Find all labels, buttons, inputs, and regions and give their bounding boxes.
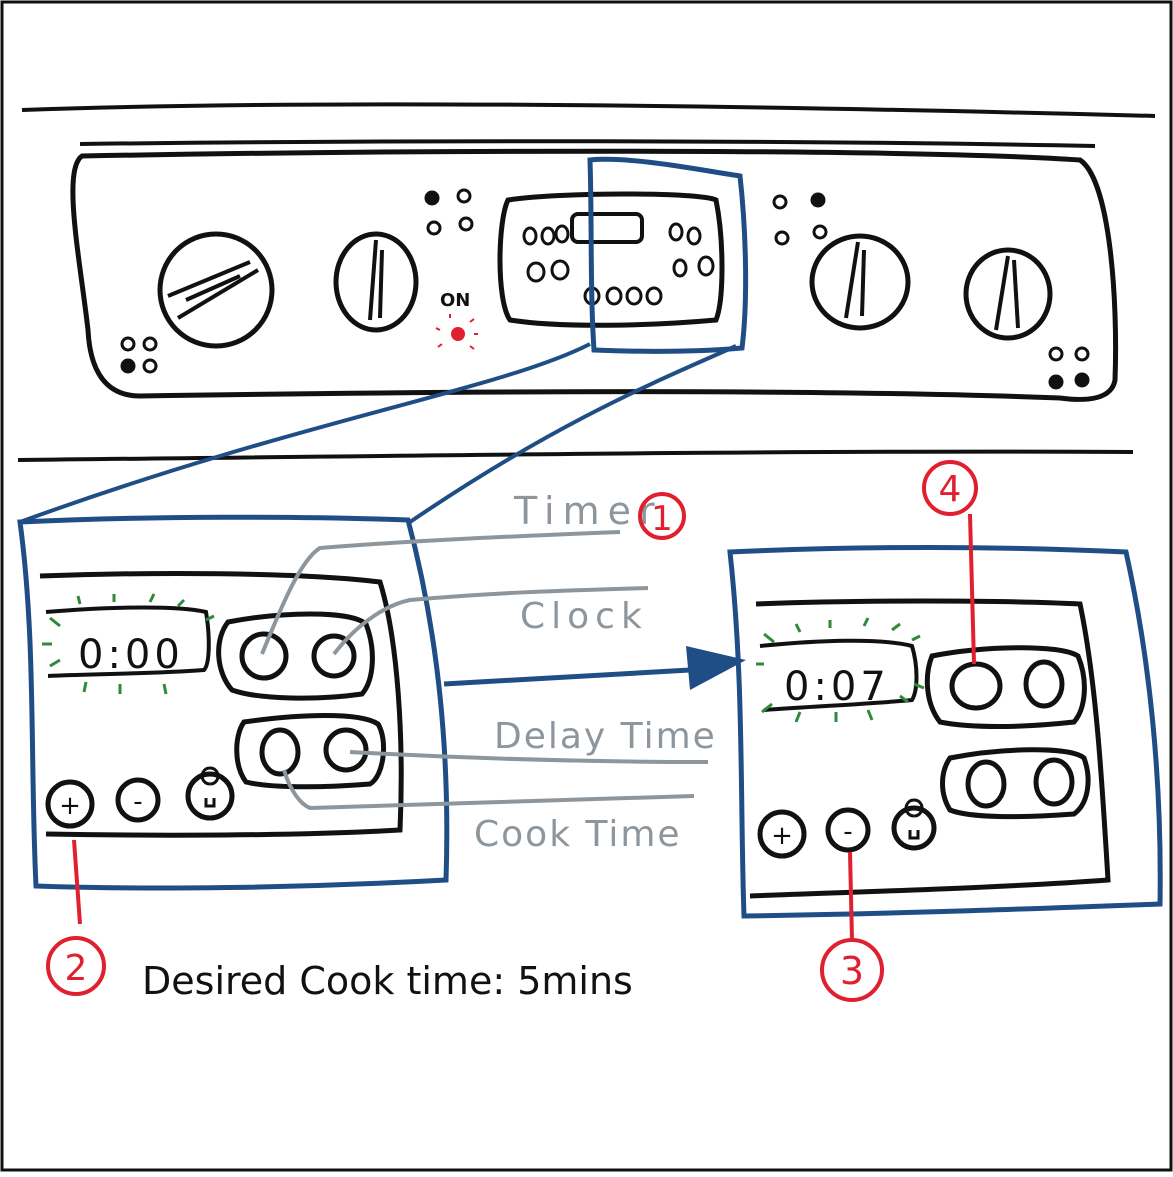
stove-control-panel: ON [70,148,1119,402]
burner-indicator-dots-center-right [772,192,828,246]
before-minus-button[interactable]: - [115,777,161,823]
svg-text:+: + [771,821,793,851]
delay-time-label: Delay Time [494,716,717,757]
burner-knob-3[interactable] [809,233,911,331]
counter-line-bottom [17,449,1134,462]
lightbulb-icon [904,798,924,840]
before-timer-button[interactable] [239,631,289,681]
before-plus-button[interactable]: + [45,779,95,829]
burner-indicator-dots-left-bottom [120,336,158,374]
before-panel-outline [39,571,404,838]
zoom-connector-left [19,342,591,524]
transition-arrow [443,646,746,690]
timer-leader-line [260,530,621,655]
clock-leader-line [332,586,649,656]
before-time-readout: 0:00 [78,632,184,678]
burner-knob-2[interactable] [333,231,419,333]
after-time-display-frame [759,638,919,712]
burner-indicator-dots-center-left [424,188,474,236]
timer-label: Timer [513,489,663,533]
svg-text:2: 2 [65,948,88,989]
delay-time-leader-line [349,750,709,764]
svg-text:4: 4 [939,469,962,510]
svg-text:3: 3 [840,949,864,993]
after-light-button[interactable] [891,798,937,851]
before-timer-clock-group [216,611,375,701]
step-3-marker: 3 [820,851,884,1002]
after-minus-button[interactable]: - [825,807,871,853]
burner-indicator-dots-right-bottom [1048,346,1090,390]
after-delay-cook-group [940,747,1091,820]
zoom-connector-right [408,344,737,524]
clock-label: Clock [520,596,648,637]
before-cook-time-button[interactable] [259,727,301,777]
before-delay-cook-group [234,713,386,790]
before-delay-time-button[interactable] [323,727,369,773]
before-zoomed-display: 0:00 + - [17,514,450,891]
after-plus-button[interactable]: + [757,809,807,859]
before-clock-button[interactable] [311,633,357,679]
after-zoomed-display: 0:07 + - [727,545,1163,919]
on-indicator-light [435,314,478,350]
before-light-button[interactable] [185,766,235,821]
lightbulb-icon [200,766,220,808]
before-zoom-frame [17,514,450,891]
counter-line-top-2 [79,139,1096,148]
after-clock-button[interactable] [1023,659,1065,709]
cook-time-leader-line [282,769,695,811]
counter-line-top [21,102,1156,118]
burner-knob-4[interactable] [963,247,1053,341]
after-timer-clock-group [924,645,1087,729]
after-cook-time-button[interactable] [965,759,1007,809]
after-zoom-frame [727,545,1163,919]
step-2-marker: 2 [46,839,106,996]
svg-text:-: - [843,817,852,847]
svg-text:-: - [133,787,142,817]
label-leader-lines [260,530,709,811]
after-timer-button[interactable] [949,661,1003,711]
zoom-selection-box [587,156,749,354]
burner-knob-1[interactable] [157,231,275,349]
before-time-display-frame [45,605,211,678]
svg-text:1: 1 [651,499,673,539]
panel-outline [70,148,1119,402]
after-time-readout: 0:07 [784,664,890,710]
after-panel-outline [749,598,1111,899]
before-time-blink-marks [42,593,215,695]
step-1-marker: 1 [638,492,686,540]
on-indicator-label: ON [440,290,470,311]
after-delay-time-button[interactable] [1033,757,1075,807]
panel-control-display [497,191,725,328]
desired-cook-time-note: Desired Cook time: 5mins [142,959,633,1003]
cook-time-label: Cook Time [474,814,682,855]
after-time-blink-marks [756,617,925,723]
step-4-marker: 4 [922,460,978,665]
svg-text:+: + [59,791,81,821]
